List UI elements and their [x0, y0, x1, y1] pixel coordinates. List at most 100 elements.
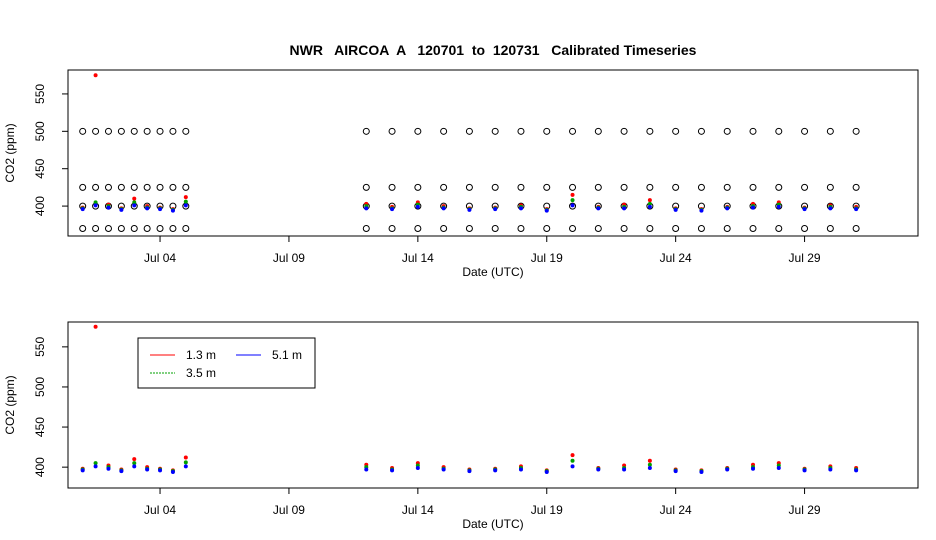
data-point — [802, 468, 807, 473]
calibration-point — [169, 127, 177, 135]
data-point — [93, 464, 98, 469]
x-tick-label: Jul 24 — [660, 251, 692, 265]
data-point — [570, 198, 575, 203]
x-tick-label: Jul 29 — [789, 251, 821, 265]
calibration-point — [646, 127, 654, 135]
x-tick-label: Jul 04 — [144, 503, 176, 517]
data-point — [673, 207, 678, 212]
data-point — [622, 467, 627, 472]
calibration-point — [388, 183, 396, 191]
data-point — [647, 201, 652, 206]
legend-box — [137, 337, 316, 389]
data-point — [119, 469, 124, 474]
data-point — [493, 468, 498, 473]
data-point — [183, 203, 188, 208]
data-point — [183, 460, 188, 465]
calibration-point — [130, 225, 138, 233]
calibration-point — [130, 183, 138, 191]
data-point — [647, 458, 652, 463]
calibration-point — [775, 127, 783, 135]
data-point — [93, 203, 98, 208]
data-point — [93, 324, 98, 329]
x-tick-label: Jul 24 — [660, 503, 692, 517]
data-point — [80, 468, 85, 473]
calibration-point — [672, 127, 680, 135]
calibration-point — [569, 225, 577, 233]
data-point — [570, 192, 575, 197]
calibration-point — [79, 183, 87, 191]
calibration-point — [569, 183, 577, 191]
calibration-point — [104, 225, 112, 233]
data-point — [828, 467, 833, 472]
legend-label: 3.5 m — [186, 366, 216, 380]
data-point — [390, 207, 395, 212]
calibration-point — [117, 225, 125, 233]
calibration-point — [723, 225, 731, 233]
data-point — [132, 203, 137, 208]
y-tick-label: 550 — [33, 337, 47, 357]
calibration-point — [594, 225, 602, 233]
calibration-point — [491, 225, 499, 233]
data-point — [415, 204, 420, 209]
data-point — [647, 465, 652, 470]
data-point — [132, 461, 137, 466]
calibration-point — [182, 225, 190, 233]
data-point — [518, 206, 523, 211]
data-point — [119, 207, 124, 212]
data-point — [596, 206, 601, 211]
data-point — [145, 467, 150, 472]
calibration-point — [826, 127, 834, 135]
data-point — [170, 469, 175, 474]
data-point — [132, 200, 137, 205]
data-point — [776, 465, 781, 470]
data-point — [441, 206, 446, 211]
calibration-point — [440, 183, 448, 191]
data-point — [80, 207, 85, 212]
calibration-point — [543, 127, 551, 135]
data-point — [699, 469, 704, 474]
calibration-point — [672, 225, 680, 233]
data-point — [183, 195, 188, 200]
data-point — [751, 466, 756, 471]
x-tick-label: Jul 29 — [789, 503, 821, 517]
data-point — [132, 457, 137, 462]
calibration-point — [388, 225, 396, 233]
x-tick-label: Jul 14 — [402, 251, 434, 265]
legend-label: 5.1 m — [272, 348, 302, 362]
data-point — [145, 206, 150, 211]
calibration-point — [620, 183, 628, 191]
data-point — [725, 206, 730, 211]
calibration-point — [697, 183, 705, 191]
calibration-point — [414, 127, 422, 135]
data-point — [596, 467, 601, 472]
data-point — [93, 73, 98, 78]
calibration-point — [169, 225, 177, 233]
calibration-point — [852, 183, 860, 191]
data-point — [183, 464, 188, 469]
calibration-point — [749, 127, 757, 135]
calibration-point — [569, 127, 577, 135]
calibration-point — [801, 127, 809, 135]
data-point — [364, 467, 369, 472]
plot-frame — [67, 321, 919, 489]
data-point — [570, 464, 575, 469]
data-point — [725, 467, 730, 472]
data-point — [390, 468, 395, 473]
data-point — [183, 199, 188, 204]
data-point — [493, 207, 498, 212]
calibration-point — [801, 225, 809, 233]
y-tick-label: 450 — [33, 158, 47, 178]
data-point — [93, 461, 98, 466]
data-point — [647, 198, 652, 203]
calibration-point — [801, 183, 809, 191]
calibration-point — [594, 183, 602, 191]
data-point — [647, 204, 652, 209]
data-point — [518, 467, 523, 472]
y-tick-label: 500 — [33, 121, 47, 141]
calibration-point — [594, 127, 602, 135]
calibration-point — [620, 127, 628, 135]
calibration-point — [646, 225, 654, 233]
calibration-point — [697, 127, 705, 135]
calibration-point — [543, 225, 551, 233]
data-point — [106, 466, 111, 471]
